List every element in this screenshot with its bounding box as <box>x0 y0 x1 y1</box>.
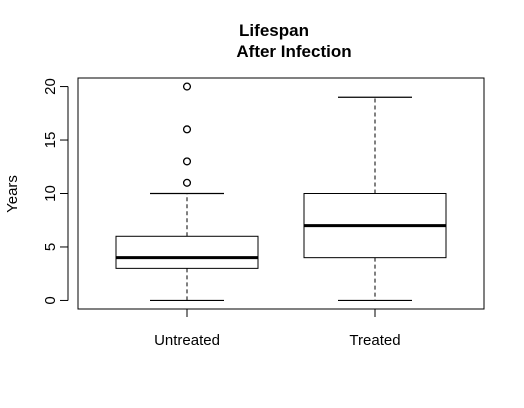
outlier-point-untreated-16 <box>182 125 192 134</box>
x-tick-label-treated: Treated <box>349 332 400 349</box>
box-iqr-untreated <box>115 235 259 269</box>
box-treated <box>303 96 447 302</box>
outlier-point-untreated-20 <box>182 82 192 91</box>
y-tick-label-0: 0 <box>42 296 59 304</box>
y-tick-label-15: 15 <box>42 132 59 149</box>
y-axis: 0 5 10 15 20 <box>42 78 69 305</box>
box-untreated <box>115 82 259 302</box>
plot-frame <box>77 77 485 310</box>
x-tick-label-untreated: Untreated <box>154 332 220 349</box>
y-axis-label: Years <box>4 175 21 213</box>
y-tick-label-10: 10 <box>42 185 59 202</box>
y-tick-label-20: 20 <box>42 78 59 95</box>
box-series <box>115 82 447 302</box>
x-axis: Untreated Treated <box>154 309 401 349</box>
chart-title: Lifespan After Infection <box>236 21 351 61</box>
chart-title-line-2: After Infection <box>236 42 351 61</box>
outlier-point-untreated-11 <box>182 178 192 187</box>
y-tick-label-5: 5 <box>42 243 59 251</box>
outlier-point-untreated-13 <box>182 157 192 166</box>
chart-title-line-1: Lifespan <box>239 21 309 40</box>
